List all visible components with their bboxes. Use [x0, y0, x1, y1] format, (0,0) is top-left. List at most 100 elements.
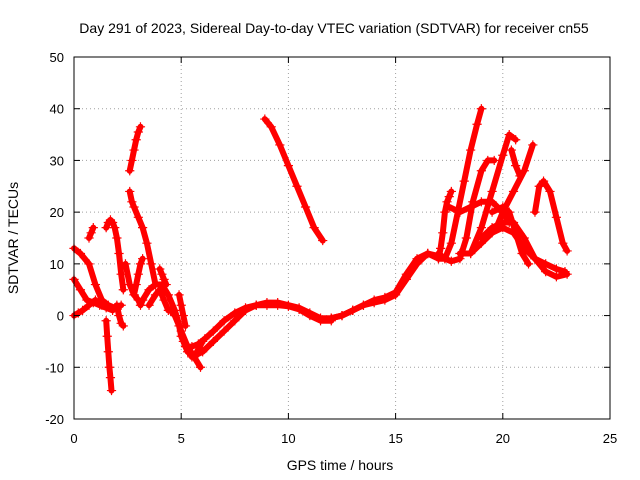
data-point — [466, 248, 476, 259]
data-point — [195, 362, 206, 372]
data-point — [538, 176, 549, 186]
data-point — [337, 310, 347, 321]
data-point — [138, 295, 148, 305]
data-point — [135, 259, 146, 269]
data-point — [107, 217, 118, 228]
data-point — [118, 285, 128, 295]
data-point — [155, 285, 165, 295]
y-axis-label: SDTVAR / TECUs — [5, 182, 21, 294]
data-point — [176, 300, 186, 310]
data-point — [131, 279, 141, 290]
series-5 — [101, 215, 128, 295]
data-point — [442, 197, 452, 207]
data-point — [208, 336, 218, 347]
data-point — [174, 290, 184, 300]
data-point — [240, 305, 251, 315]
data-point — [466, 202, 476, 212]
y-tick-label: 20 — [50, 205, 64, 220]
data-point — [118, 321, 128, 331]
series-trace — [489, 204, 532, 267]
data-point — [498, 150, 508, 160]
data-point — [369, 295, 379, 305]
data-point — [230, 308, 240, 318]
data-point — [438, 228, 448, 238]
y-tick-label: 50 — [50, 50, 64, 65]
data-point — [551, 264, 561, 274]
data-point — [433, 254, 444, 264]
data-point — [150, 290, 161, 300]
y-tick-label: 10 — [50, 257, 64, 272]
data-point — [135, 300, 146, 310]
data-point — [88, 223, 98, 233]
data-point — [489, 155, 499, 166]
data-point — [476, 104, 486, 114]
data-point — [146, 259, 156, 269]
data-point — [545, 186, 555, 197]
data-point — [176, 331, 186, 341]
data-point — [283, 300, 293, 310]
series-trace — [113, 302, 127, 329]
data-point — [487, 207, 497, 217]
series-trace — [176, 291, 189, 329]
data-point — [104, 362, 114, 372]
data-point — [178, 336, 188, 347]
data-point — [476, 223, 486, 233]
data-point — [120, 259, 131, 269]
data-point — [523, 259, 534, 269]
series-32 — [530, 176, 572, 256]
data-point — [101, 223, 111, 233]
x-tick-label: 15 — [388, 431, 402, 446]
series-4 — [84, 223, 98, 243]
data-point — [273, 298, 283, 308]
series-16 — [174, 290, 191, 331]
data-point — [187, 342, 197, 352]
data-point — [436, 243, 446, 253]
data-point — [161, 279, 171, 290]
data-point — [155, 264, 165, 274]
data-point — [511, 228, 521, 238]
data-point — [315, 313, 326, 323]
data-point — [159, 274, 169, 284]
series-trace — [339, 250, 442, 319]
data-point — [519, 233, 529, 243]
data-point — [144, 285, 154, 295]
data-point — [127, 197, 137, 207]
y-tick-label: -10 — [45, 360, 64, 375]
data-point — [112, 300, 122, 310]
data-point — [541, 267, 551, 277]
x-tick-label: 5 — [178, 431, 185, 446]
data-point — [446, 238, 456, 248]
series-9 — [125, 122, 146, 176]
x-tick-label: 20 — [496, 431, 510, 446]
data-point — [127, 155, 137, 166]
data-point — [412, 254, 422, 264]
data-point — [455, 207, 465, 217]
data-point — [157, 269, 167, 279]
data-point — [86, 228, 96, 238]
data-point — [159, 295, 169, 305]
data-point — [534, 181, 544, 191]
data-point — [491, 223, 501, 233]
data-point — [528, 140, 538, 150]
data-point — [129, 290, 139, 300]
data-point — [508, 186, 519, 197]
data-point — [504, 129, 514, 140]
data-point — [391, 287, 401, 297]
x-tick-label: 0 — [70, 431, 77, 446]
data-point — [90, 295, 101, 305]
data-point — [133, 212, 143, 222]
data-point — [476, 233, 486, 243]
data-layer — [69, 104, 572, 396]
data-point — [562, 269, 572, 279]
data-point — [198, 347, 208, 357]
data-point — [530, 207, 540, 217]
data-point — [519, 166, 529, 176]
data-point — [187, 352, 197, 362]
y-tick-label: 0 — [57, 309, 64, 324]
data-point — [101, 316, 111, 326]
data-point — [129, 145, 139, 155]
data-point — [262, 298, 272, 308]
data-point — [208, 326, 218, 336]
data-point — [144, 300, 154, 310]
data-point — [444, 192, 454, 202]
